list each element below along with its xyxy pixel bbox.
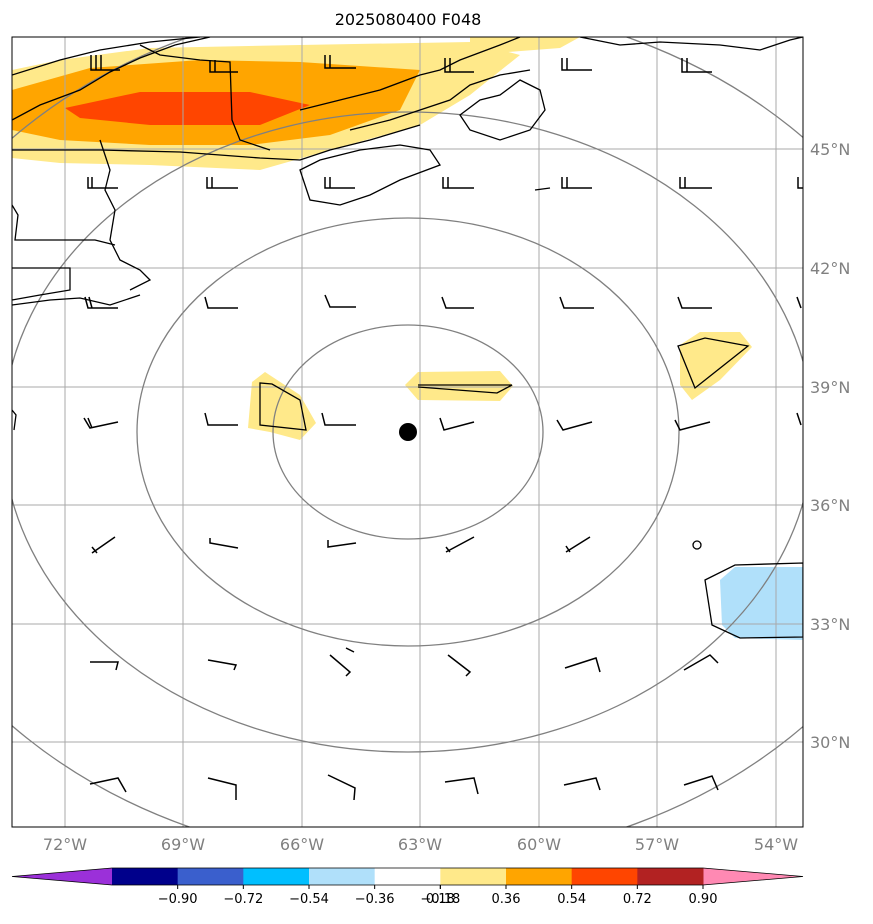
lat-label: 39°N (810, 378, 850, 397)
lon-label: 72°W (43, 835, 87, 854)
lat-label: 45°N (810, 140, 850, 159)
lon-label: 66°W (280, 835, 324, 854)
shade-north-of-center (405, 371, 513, 401)
plot-frame (11, 36, 804, 828)
colorbar-bin (637, 868, 704, 885)
storm-center-marker (399, 423, 417, 441)
colorbar: −0.90 −0.72 −0.54 −0.36 −0.180.18 0.36 0.54 0.7… (11, 867, 804, 907)
colorbar-extend-max (703, 868, 803, 885)
colorbar-outline (11, 867, 804, 886)
colorbar-bin (112, 868, 179, 885)
shade-band-red (65, 92, 310, 125)
colorbar-bin (571, 868, 638, 885)
colorbar-tick-label: −0.90 (158, 892, 198, 907)
graticule (12, 37, 803, 827)
map-title: 2025080400 F048 (334, 10, 482, 29)
shade-east (680, 332, 752, 400)
wind-barbs (83, 55, 803, 801)
map-plot-area (12, 37, 803, 827)
colorbar-bin (374, 868, 441, 885)
lat-label: 36°N (810, 496, 850, 515)
lon-label: 69°W (161, 835, 205, 854)
colorbar-tick-label: 0.90 (689, 892, 718, 907)
colorbar-bin (440, 868, 507, 885)
lon-label: 60°W (517, 835, 561, 854)
lat-label: 42°N (810, 259, 850, 278)
range-ring-2 (136, 217, 680, 647)
coastlines (12, 37, 803, 639)
shade-band-north-top (470, 37, 580, 55)
range-rings (12, 37, 803, 827)
colorbar-tick-label: 0.72 (623, 892, 652, 907)
colorbar-bin (177, 868, 244, 885)
colorbar-tick-label: −0.54 (289, 892, 329, 907)
colorbar-bin (243, 868, 310, 885)
lon-labels: 72°W 69°W 66°W 63°W 60°W 57°W 54°W (43, 835, 798, 854)
range-ring-3 (12, 111, 803, 753)
colorbar-bin (309, 868, 376, 885)
lon-label: 54°W (754, 835, 798, 854)
colorbar-bin (506, 868, 573, 885)
shade-southeast (720, 567, 803, 640)
shading-positive (12, 37, 752, 440)
colorbar-tick-label: −0.72 (223, 892, 263, 907)
colorbar-tick-label: 0.54 (557, 892, 586, 907)
colorbar-tick-label: 0.18 (426, 892, 455, 907)
lon-label: 57°W (635, 835, 679, 854)
range-ring-1 (272, 324, 544, 540)
colorbar-extend-min (12, 868, 112, 885)
lat-label: 30°N (810, 733, 850, 752)
colorbar-tick-label: −0.18 (420, 892, 460, 907)
lon-label: 63°W (398, 835, 442, 854)
shading-negative (720, 567, 803, 640)
lat-labels: 45°N 42°N 39°N 36°N 33°N 30°N (810, 140, 850, 752)
colorbar-tick-label: −0.36 (355, 892, 395, 907)
shade-west-of-center (248, 372, 316, 440)
colorbar-tick-label: 0.36 (492, 892, 521, 907)
lat-label: 33°N (810, 615, 850, 634)
